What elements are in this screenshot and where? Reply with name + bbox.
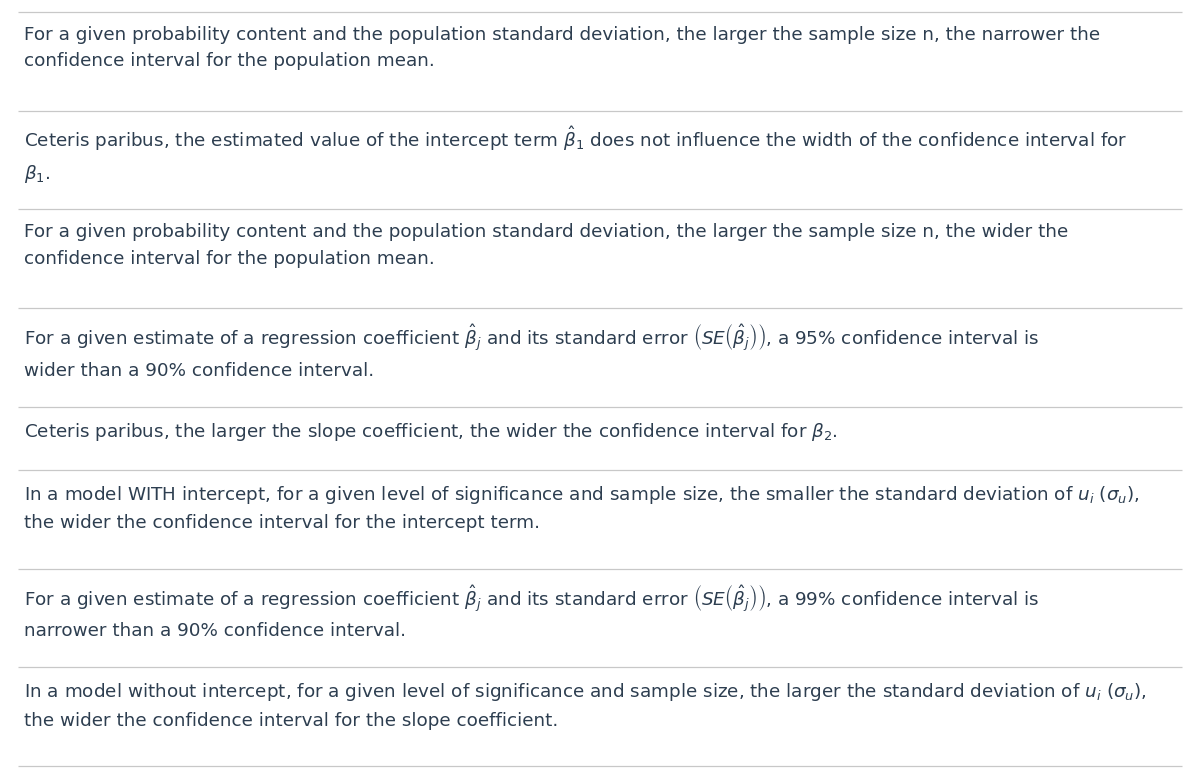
Text: Ceteris paribus, the larger the slope coefficient, the wider the confidence inte: Ceteris paribus, the larger the slope co… — [24, 421, 838, 443]
Text: For a given probability content and the population standard deviation, the large: For a given probability content and the … — [24, 223, 1068, 268]
Text: For a given estimate of a regression coefficient $\hat{\beta}_j$ and its standar: For a given estimate of a regression coe… — [24, 322, 1039, 380]
Text: In a model without intercept, for a given level of significance and sample size,: In a model without intercept, for a give… — [24, 682, 1147, 730]
Text: For a given estimate of a regression coefficient $\hat{\beta}_j$ and its standar: For a given estimate of a regression coe… — [24, 583, 1039, 640]
Text: In a model WITH intercept, for a given level of significance and sample size, th: In a model WITH intercept, for a given l… — [24, 484, 1140, 532]
Text: For a given probability content and the population standard deviation, the large: For a given probability content and the … — [24, 26, 1100, 70]
Text: Ceteris paribus, the estimated value of the intercept term $\hat{\beta}_1$ does : Ceteris paribus, the estimated value of … — [24, 124, 1127, 185]
